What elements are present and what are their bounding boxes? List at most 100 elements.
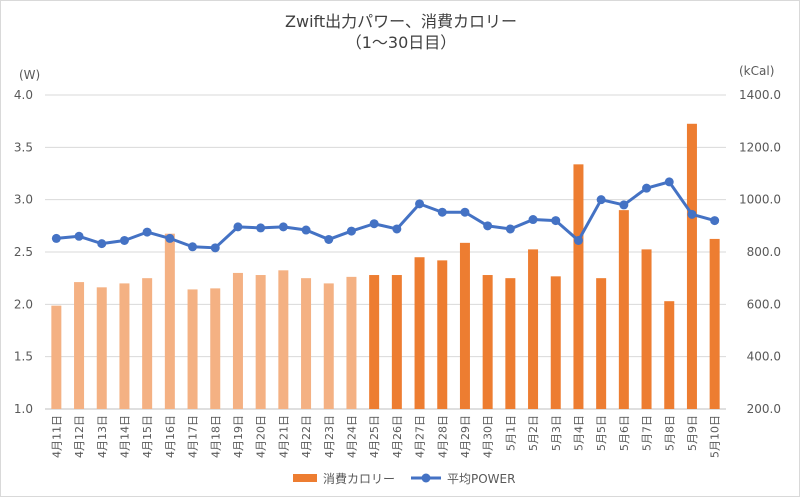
x-tick-label: 4月26日 <box>391 415 404 458</box>
y-right-tick-label: 1000.0 <box>739 193 781 207</box>
calorie-bar <box>164 233 175 409</box>
y-left-tick-label: 4.0 <box>14 88 33 102</box>
power-point <box>392 224 402 234</box>
power-point <box>278 222 288 232</box>
x-tick-label: 4月17日 <box>187 415 200 458</box>
power-point <box>505 224 515 234</box>
x-tick-label: 5月5日 <box>595 415 608 451</box>
y-left-tick-label: 2.5 <box>14 245 33 259</box>
power-point <box>664 177 674 187</box>
x-tick-label: 4月21日 <box>277 415 290 458</box>
x-tick-label: 5月9日 <box>686 415 699 451</box>
y-left-tick-label: 1.0 <box>14 402 33 416</box>
legend: 消費カロリー 平均POWER <box>293 471 515 486</box>
calorie-bar <box>482 275 493 409</box>
y-right-tick-label: 200.0 <box>747 402 781 416</box>
calorie-bar <box>505 278 516 409</box>
calorie-bar <box>96 287 107 409</box>
x-tick-label: 5月8日 <box>663 415 676 451</box>
calorie-bar <box>232 272 243 409</box>
y-left-tick-label: 1.5 <box>14 350 33 364</box>
grid <box>45 94 726 410</box>
power-point <box>233 222 243 232</box>
power-point <box>551 216 561 226</box>
power-point <box>369 219 379 229</box>
x-tick-label: 4月22日 <box>300 415 313 458</box>
chart-title: Zwift出力パワー、消費カロリー <box>285 12 517 31</box>
power-point <box>165 233 175 243</box>
y-right-tick-label: 1200.0 <box>739 140 781 154</box>
calorie-bar <box>641 249 652 409</box>
calorie-bar <box>437 260 448 409</box>
power-point <box>51 233 61 243</box>
x-tick-label: 5月2日 <box>527 415 540 451</box>
power-polyline <box>56 180 716 250</box>
calorie-bar <box>142 278 153 409</box>
x-tick-label: 4月15日 <box>141 415 154 458</box>
x-tick-label: 4月25日 <box>368 415 381 458</box>
power-point <box>97 239 107 249</box>
legend-bar-label: 消費カロリー <box>323 471 395 486</box>
power-point <box>596 195 606 205</box>
calorie-bar <box>323 283 334 409</box>
power-point <box>573 235 583 245</box>
calorie-bar <box>119 283 130 409</box>
calorie-bar <box>618 210 629 409</box>
y-right-tick-label: 800.0 <box>747 245 781 259</box>
calorie-bar <box>664 301 675 409</box>
legend-bar-swatch <box>293 474 317 482</box>
calorie-bar <box>187 289 198 409</box>
calorie-bar <box>528 249 539 409</box>
x-tick-label: 4月20日 <box>255 415 268 458</box>
y-left-tick-label: 3.5 <box>14 140 33 154</box>
legend-line-label: 平均POWER <box>447 472 515 486</box>
calorie-bar <box>346 276 357 409</box>
x-tick-label: 4月19日 <box>232 415 245 458</box>
x-tick-label: 4月14日 <box>118 415 131 458</box>
x-tick-label: 4月13日 <box>96 415 109 458</box>
y-left-tick-label: 2.0 <box>14 297 33 311</box>
y-right-tick-label: 600.0 <box>747 297 781 311</box>
calorie-bar <box>596 278 607 409</box>
y-left-tick-label: 3.0 <box>14 193 33 207</box>
y-right-ticks: 200.0 400.0 600.0 800.0 1000.0 1200.0 1400.0 <box>739 88 781 416</box>
power-point <box>142 227 152 237</box>
bars <box>51 123 720 410</box>
calorie-bar <box>301 278 312 409</box>
power-point <box>301 225 311 235</box>
power-point <box>415 199 425 209</box>
power-point <box>210 243 220 253</box>
calorie-bar <box>391 275 402 409</box>
x-tick-label: 4月28日 <box>436 415 449 458</box>
x-tick-label: 5月10日 <box>709 415 722 458</box>
power-point <box>188 242 198 252</box>
x-tick-label: 5月7日 <box>641 415 654 451</box>
calorie-bar <box>573 164 584 409</box>
x-tick-label: 4月27日 <box>414 415 427 458</box>
x-tick-label: 4月24日 <box>345 415 358 458</box>
calorie-bar <box>414 257 425 409</box>
calorie-bar <box>74 282 85 409</box>
power-point <box>256 223 266 233</box>
power-point <box>119 235 129 245</box>
calorie-bar <box>210 288 221 409</box>
power-point <box>642 183 652 193</box>
power-point <box>324 234 334 244</box>
y-right-tick-label: 400.0 <box>747 350 781 364</box>
x-tick-label: 4月23日 <box>323 415 336 458</box>
chart-subtitle: （1～30日目） <box>346 33 457 52</box>
power-line <box>51 177 720 253</box>
x-tick-label: 5月6日 <box>618 415 631 451</box>
x-tick-label: 5月4日 <box>572 415 585 451</box>
calorie-bar <box>255 275 266 409</box>
y-left-unit: (W) <box>19 68 40 82</box>
power-point <box>460 207 470 217</box>
y-right-unit: (kCal) <box>739 64 774 78</box>
x-tick-label: 4月11日 <box>50 415 63 458</box>
x-tick-label: 4月30日 <box>482 415 495 458</box>
calorie-bar <box>278 270 289 409</box>
power-point <box>346 226 356 236</box>
x-ticks: 4月11日 4月12日 4月13日 4月14日 4月15日 4月16日 4月17日 4月18日… <box>50 415 721 458</box>
calorie-bar <box>459 242 470 409</box>
